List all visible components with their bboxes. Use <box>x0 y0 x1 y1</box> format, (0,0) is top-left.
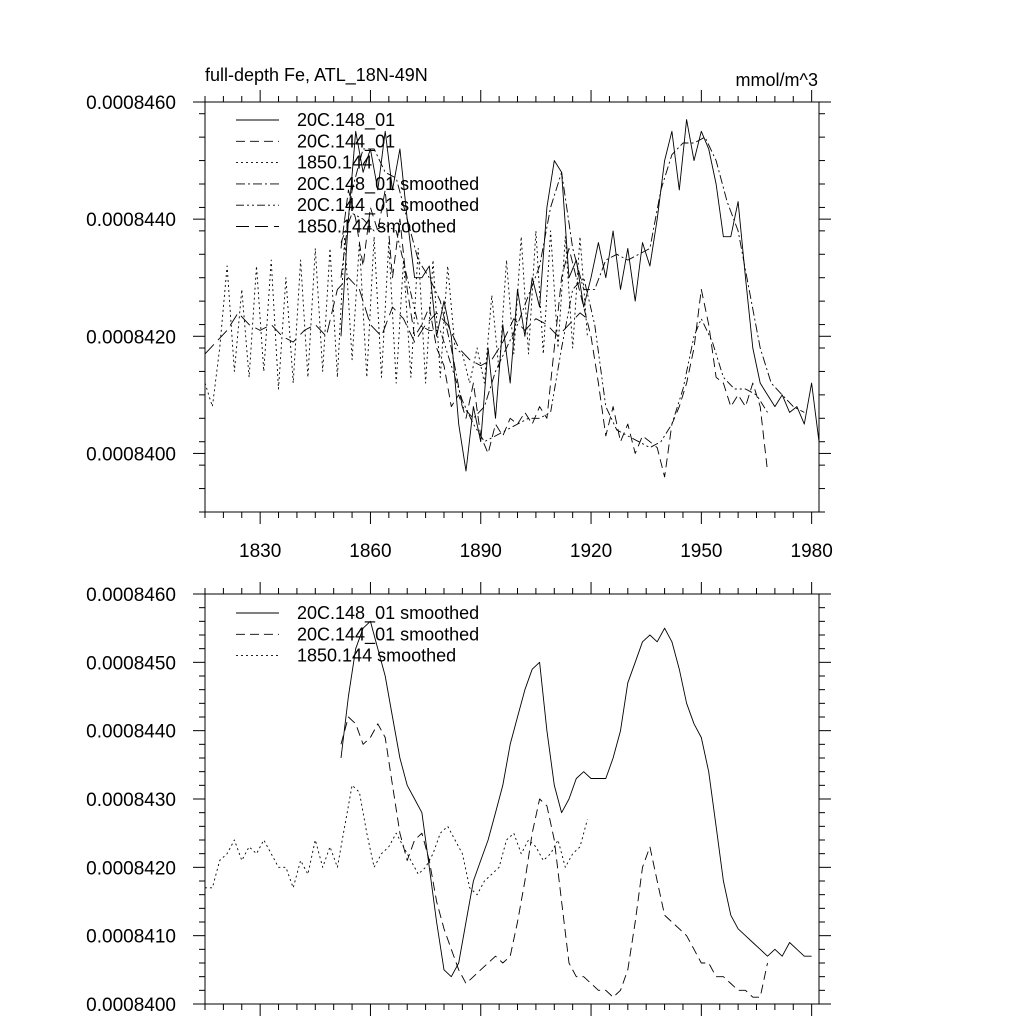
legend-label: 20C.148_01 <box>297 110 395 131</box>
y-tick-label: 0.0008400 <box>86 444 176 465</box>
y-tick-label: 0.0008400 <box>86 995 176 1016</box>
legend-label: 20C.144_01 <box>297 131 395 152</box>
y-tick-label: 0.0008440 <box>86 722 176 743</box>
y-tick-label: 0.0008420 <box>86 858 176 879</box>
bottom-panel: 0.0008400 0.0008410 0.0008420 0.0008430 0.00… <box>86 582 831 1016</box>
top-series-group <box>204 119 820 478</box>
legend-label: 20C.148_01 smoothed <box>297 603 479 624</box>
x-tick-label: 1980 <box>791 541 833 562</box>
units-label: mmol/m^3 <box>736 70 818 90</box>
top-axes: 1830 1860 1890 1920 1950 1980 0.0008400 0.00084… <box>86 90 833 562</box>
x-tick-label: 1830 <box>239 541 281 562</box>
series-line-1850-144-smoothed <box>205 784 588 896</box>
bottom-series-group <box>205 620 812 998</box>
legend-label: 1850.144 smoothed <box>297 646 456 666</box>
series-line-20c-148-01-smoothed <box>340 620 812 978</box>
legend-label: 1850.144 smoothed <box>297 217 456 237</box>
legend-label: 20C.144_01 smoothed <box>297 624 479 645</box>
top-plot-frame <box>204 101 820 513</box>
y-tick-label: 0.0008450 <box>86 653 176 674</box>
y-tick-label: 0.0008430 <box>86 790 176 811</box>
series-line-1850-144 <box>204 230 588 408</box>
x-tick-label: 1950 <box>680 541 722 562</box>
chart-title: full-depth Fe, ATL_18N-49N <box>205 65 428 86</box>
legend-label: 1850.144 <box>297 153 372 173</box>
y-tick-label: 0.0008420 <box>86 327 176 348</box>
series-line-20c-144-01 <box>340 189 768 478</box>
y-tick-label: 0.0008460 <box>86 93 176 114</box>
bottom-axes: 0.0008400 0.0008410 0.0008420 0.0008430 0.00… <box>86 582 831 1016</box>
x-tick-label: 1890 <box>460 541 502 562</box>
y-tick-label: 0.0008410 <box>86 927 176 948</box>
y-tick-label: 0.0008440 <box>86 210 176 231</box>
legend-label: 20C.144_01 smoothed <box>297 195 479 216</box>
y-tick-label: 0.0008460 <box>86 585 176 606</box>
series-line-20c-144-01-smoothed <box>340 212 768 449</box>
legend-label: 20C.148_01 smoothed <box>297 174 479 195</box>
series-line-1850-144-smoothed <box>204 277 588 367</box>
series-line-20c-148-01 <box>340 119 820 472</box>
top-panel: full-depth Fe, ATL_18N-49N mmol/m^3 1830… <box>86 65 833 562</box>
x-tick-label: 1920 <box>570 541 612 562</box>
x-tick-label: 1860 <box>349 541 391 562</box>
series-line-20c-144-01-smoothed <box>340 716 768 998</box>
